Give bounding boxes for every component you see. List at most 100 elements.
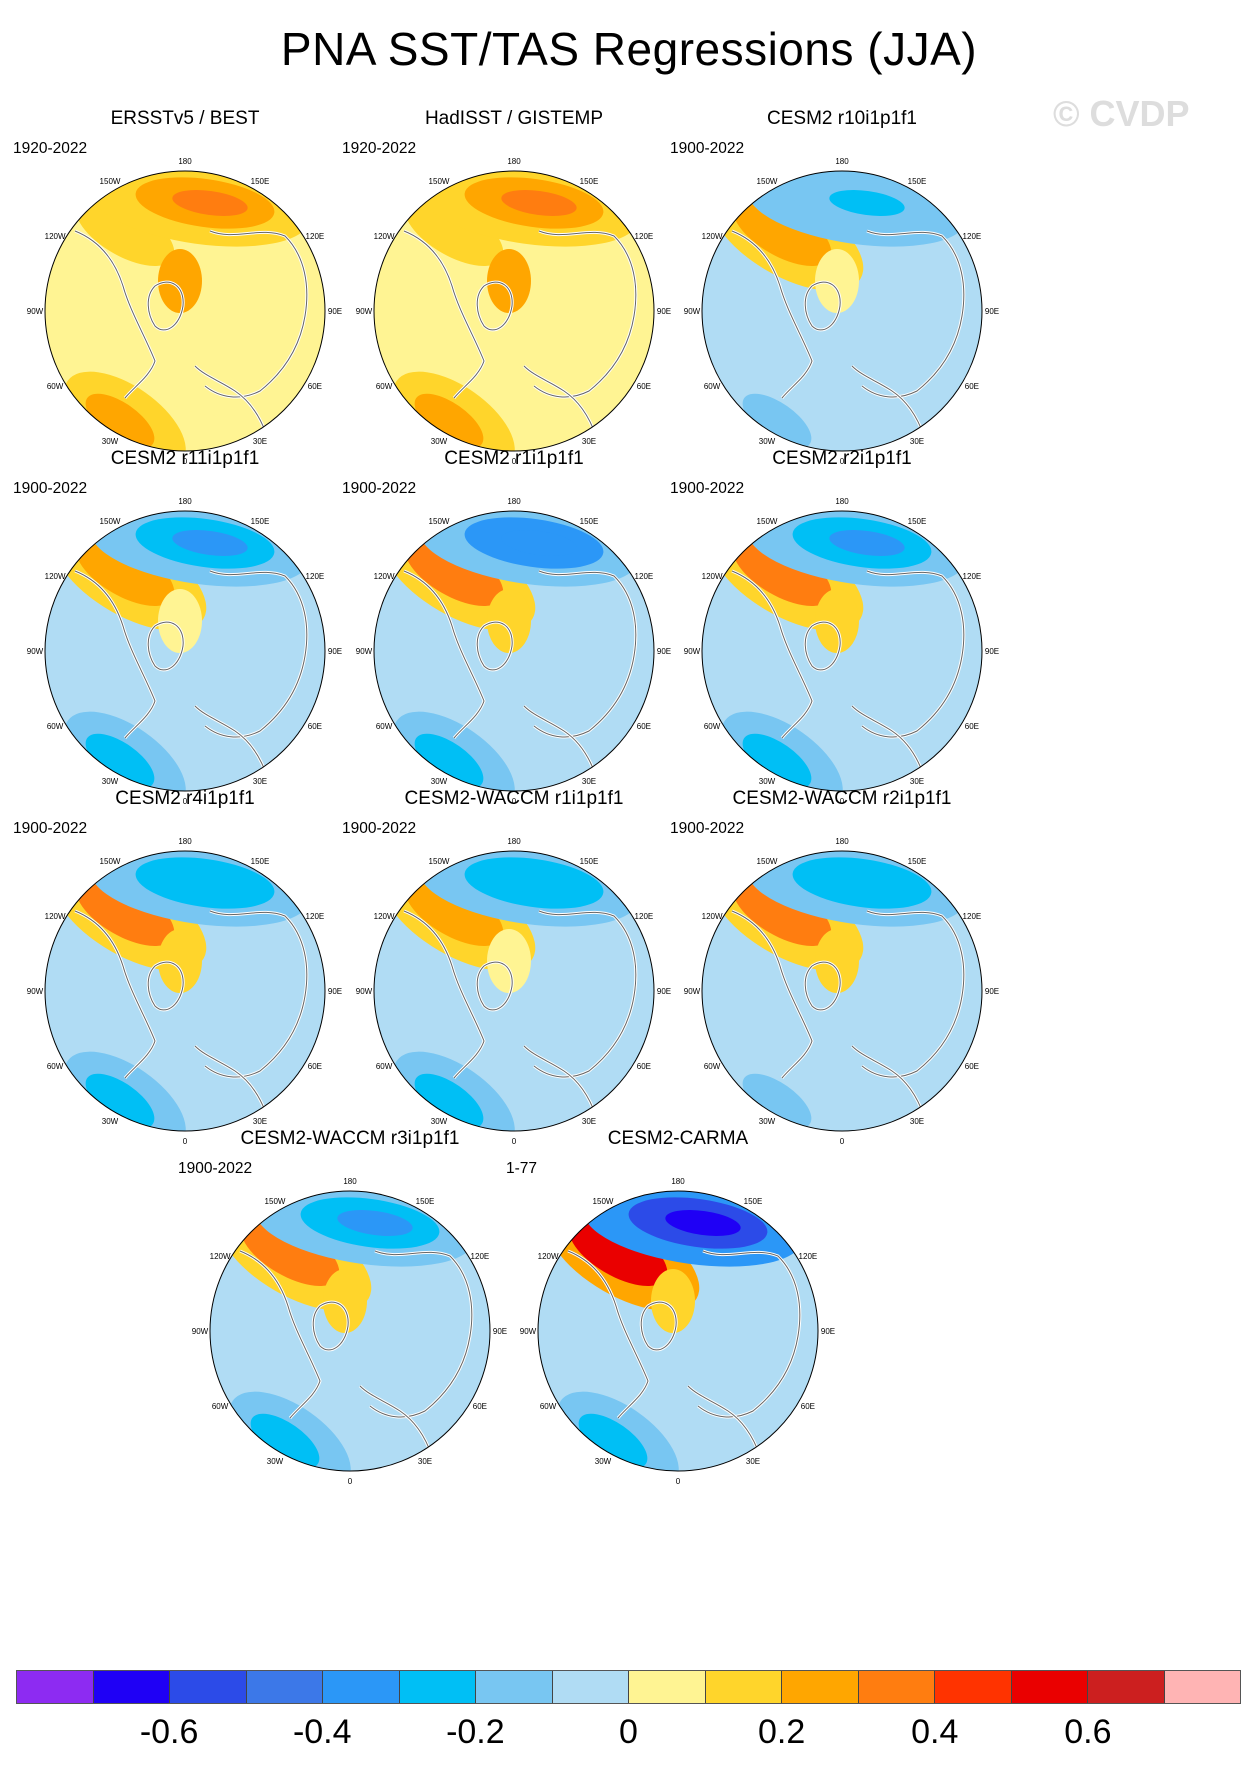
longitude-label: 30E — [910, 777, 924, 786]
polar-map: 180 150E 120E 90E 60E 30E 0 30W 60W 90W 120W 150W — [356, 497, 671, 806]
map-field — [538, 1191, 818, 1471]
field-pacific-west-core — [732, 876, 832, 946]
field-pacific-north-core — [501, 869, 577, 897]
coastline — [239, 1250, 321, 1419]
colorbar — [16, 1670, 1241, 1704]
longitude-label: 60W — [540, 1402, 557, 1411]
longitude-label: 30W — [759, 437, 776, 446]
map-outline — [701, 170, 983, 452]
longitude-label: 30E — [910, 437, 924, 446]
longitude-label: 120W — [45, 572, 66, 581]
panel-period: 1900-2022 — [13, 480, 88, 497]
longitude-label: 60W — [704, 382, 721, 391]
longitude-label: 90E — [328, 307, 342, 316]
coastline — [731, 570, 813, 739]
field-pacific-north-core — [337, 1209, 413, 1237]
colorbar-tick-label: -0.4 — [292, 1713, 352, 1751]
longitude-label: 150E — [744, 1197, 763, 1206]
colorbar-tick-label: -0.2 — [446, 1713, 505, 1751]
longitude-label: 60W — [47, 722, 64, 731]
panel-period: 1900-2022 — [670, 480, 745, 497]
longitude-label: 90W — [27, 307, 44, 316]
coastline — [74, 570, 156, 739]
longitude-label: 0 — [183, 1137, 188, 1146]
longitude-label: 60E — [965, 382, 979, 391]
coastline — [369, 1250, 473, 1418]
longitude-label: 30E — [582, 437, 596, 446]
longitude-label: 60E — [637, 722, 651, 731]
map-field — [702, 511, 982, 791]
longitude-label: 0 — [512, 457, 517, 466]
map-field — [45, 851, 325, 1131]
coastline — [851, 705, 925, 777]
coastline — [312, 1301, 349, 1351]
map-panel: CESM2-WACCM r3i1p1f1 1900-2022 180 150E 120E… — [170, 1128, 530, 1528]
coastline — [523, 705, 597, 777]
colorbar-box — [93, 1671, 170, 1703]
longitude-label: 180 — [507, 497, 521, 506]
field-pacific-north-core — [829, 529, 905, 557]
longitude-label: 30E — [253, 1117, 267, 1126]
colorbar-box — [705, 1671, 782, 1703]
coastline — [403, 910, 485, 1079]
polar-map: 180 150E 120E 90E 60E 30E 0 30W 60W 90W 120W 150W — [684, 157, 999, 466]
longitude-label: 150E — [908, 857, 927, 866]
coastline — [804, 281, 841, 331]
colorbar-box — [476, 1671, 553, 1703]
coastline — [194, 705, 268, 777]
longitude-label: 180 — [835, 157, 849, 166]
field-arctic — [487, 929, 531, 993]
chart-title: PNA SST/TAS Regressions (JJA) — [280, 23, 978, 75]
colorbar-tick-label: 0 — [619, 1713, 638, 1751]
longitude-label: 60W — [47, 382, 64, 391]
longitude-label: 90E — [657, 987, 671, 996]
longitude-label: 0 — [183, 797, 188, 806]
longitude-label: 120E — [471, 1252, 490, 1261]
map-panel: CESM2 r4i1p1f1 1900-2022 180 150E 120E 90E 60E… — [5, 788, 365, 1188]
longitude-label: 150W — [757, 177, 778, 186]
map-field — [45, 171, 325, 451]
longitude-label: 30W — [102, 437, 119, 446]
panel-title: CESM2 r1i1p1f1 — [444, 448, 584, 469]
longitude-label: 150E — [251, 517, 270, 526]
colorbar-tick-label: -0.6 — [139, 1713, 199, 1751]
field-pacific-west-core — [240, 1216, 340, 1286]
longitude-label: 150E — [908, 517, 927, 526]
field-atlantic-core — [85, 1073, 155, 1129]
coastline — [851, 1045, 925, 1117]
map-panel: CESM2 r11i1p1f1 1900-2022 180 150E 120E 90E 60… — [5, 448, 365, 848]
coastline — [147, 281, 184, 331]
longitude-label: 30W — [759, 777, 776, 786]
longitude-label: 60E — [637, 382, 651, 391]
panel-period: 1900-2022 — [670, 820, 745, 837]
panel-period: 1900-2022 — [670, 140, 745, 157]
longitude-label: 180 — [178, 837, 192, 846]
field-atlantic-core — [85, 393, 155, 449]
field-pacific-north-core — [501, 529, 577, 557]
panel-title: CESM2-WACCM r3i1p1f1 — [240, 1128, 460, 1149]
longitude-label: 120W — [374, 912, 395, 921]
colorbar-box — [552, 1671, 629, 1703]
longitude-label: 90E — [821, 1327, 835, 1336]
longitude-label: 120W — [45, 232, 66, 241]
coastline — [640, 1301, 677, 1351]
panel-title: CESM2 r11i1p1f1 — [110, 448, 260, 469]
longitude-label: 90W — [684, 647, 701, 656]
longitude-label: 180 — [835, 497, 849, 506]
polar-map: 180 150E 120E 90E 60E 30E 0 30W 60W 90W 120W 150W — [27, 837, 342, 1146]
field-arctic — [158, 249, 202, 313]
colorbar-tick-label: 0.6 — [1064, 1713, 1112, 1751]
longitude-label: 60W — [376, 382, 393, 391]
coastline — [533, 910, 637, 1078]
coastline — [697, 1250, 801, 1418]
longitude-label: 90E — [985, 307, 999, 316]
panel-title: CESM2-CARMA — [607, 1128, 749, 1149]
cvdp-watermark: © CVDP — [1053, 93, 1190, 134]
longitude-label: 90W — [684, 987, 701, 996]
coastline — [687, 1385, 761, 1457]
colorbar-box — [17, 1671, 94, 1703]
map-outline — [373, 170, 655, 452]
field-atlantic-core — [85, 733, 155, 789]
longitude-label: 30W — [595, 1457, 612, 1466]
field-arctic — [487, 589, 531, 653]
